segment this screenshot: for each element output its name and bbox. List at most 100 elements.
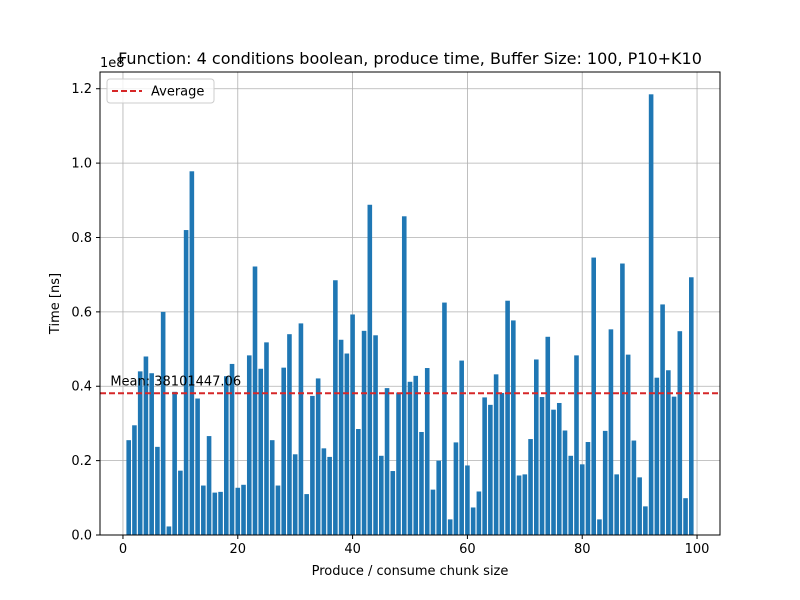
bar (625, 354, 631, 535)
bar (212, 492, 218, 535)
bar (183, 230, 189, 535)
bar (269, 440, 275, 535)
bars (126, 94, 694, 536)
bar (321, 448, 327, 535)
average-line-group: Mean: 38101447.06 (100, 374, 720, 395)
bar (379, 455, 384, 535)
bar (137, 371, 143, 535)
bar (333, 280, 338, 535)
bar (201, 485, 206, 535)
legend-average-label: Average (151, 85, 204, 100)
y-tick-label: 0.8 (71, 231, 92, 246)
bar (292, 454, 298, 535)
bar (430, 489, 436, 535)
bar (447, 519, 453, 535)
bar (637, 477, 642, 535)
bar (660, 304, 665, 535)
legend-box (106, 78, 215, 104)
bar (132, 425, 137, 535)
bar (304, 494, 309, 535)
bar (206, 436, 212, 535)
y-scale-label: 1e8 (100, 56, 125, 71)
y-axis-label: Time [ns] (48, 273, 63, 335)
bar (585, 442, 591, 535)
bar (522, 474, 528, 535)
bar (356, 429, 361, 535)
bar (338, 339, 344, 535)
bar (453, 442, 459, 535)
bar (436, 460, 441, 535)
x-tick-label: 80 (574, 542, 591, 557)
bar (614, 474, 619, 535)
ticks: 0 20 40 60 80 100 0.0 0.2 0.4 0.6 0.8 1.0 1.2 (71, 82, 709, 557)
bar (666, 370, 671, 535)
bar (591, 257, 596, 535)
bar (195, 398, 200, 535)
y-tick-label: 0.0 (71, 529, 92, 544)
plot-frame (99, 71, 721, 536)
bar (126, 440, 131, 535)
bar (516, 475, 522, 535)
y-tick-label: 0.2 (71, 454, 92, 469)
bar (178, 470, 183, 535)
y-tick-label: 0.4 (71, 380, 92, 395)
bar (488, 404, 493, 535)
y-tick-label: 1.2 (71, 82, 92, 97)
bar (597, 519, 602, 535)
bar (534, 359, 539, 535)
bar (505, 300, 510, 535)
bar (275, 485, 281, 535)
x-tick-label: 40 (344, 542, 361, 557)
chart-title: Function: 4 conditions boolean, produce … (118, 49, 702, 68)
x-tick-label: 0 (119, 542, 127, 557)
bar (579, 464, 585, 535)
bar (160, 311, 166, 535)
bar (631, 440, 637, 535)
bar (556, 402, 562, 535)
bar (252, 266, 258, 535)
bar (545, 336, 551, 535)
bar (298, 323, 304, 535)
bar (677, 331, 683, 535)
bar (476, 491, 482, 535)
y-tick-label: 1.0 (71, 157, 92, 172)
bar (424, 368, 430, 535)
bar (224, 376, 229, 535)
bar (442, 302, 447, 535)
bar (401, 216, 407, 536)
bar (568, 455, 574, 535)
bar (315, 378, 321, 535)
y-tick-label: 0.6 (71, 305, 92, 320)
grid (100, 72, 720, 536)
bar (350, 314, 355, 535)
bar (562, 430, 568, 535)
bar (281, 367, 286, 535)
bar (528, 439, 533, 535)
bar (620, 263, 625, 535)
bar (344, 353, 350, 535)
bar (396, 392, 401, 535)
bar (407, 381, 413, 535)
mean-annotation: Mean: 38101447.06 (110, 374, 241, 389)
legend: Average (106, 78, 215, 104)
bar (643, 506, 648, 535)
bar (241, 484, 246, 535)
bar (689, 277, 694, 535)
bar (235, 487, 241, 535)
bar (229, 363, 235, 535)
x-axis-label: Produce / consume chunk size (312, 564, 509, 579)
bar (172, 391, 177, 535)
bar (189, 171, 195, 535)
bar (465, 465, 470, 535)
bar (367, 204, 373, 535)
bar (648, 94, 654, 535)
bar (218, 491, 223, 535)
x-tick-label: 60 (459, 542, 476, 557)
bar (287, 334, 292, 535)
bar (143, 356, 149, 535)
bar (361, 330, 367, 535)
bar (390, 471, 396, 535)
x-tick-label: 20 (230, 542, 247, 557)
bar (551, 409, 556, 535)
